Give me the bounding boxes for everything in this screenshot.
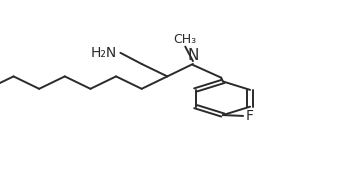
Text: F: F: [246, 109, 253, 123]
Text: H₂N: H₂N: [90, 46, 117, 60]
Text: N: N: [187, 48, 199, 63]
Text: CH₃: CH₃: [174, 33, 197, 46]
